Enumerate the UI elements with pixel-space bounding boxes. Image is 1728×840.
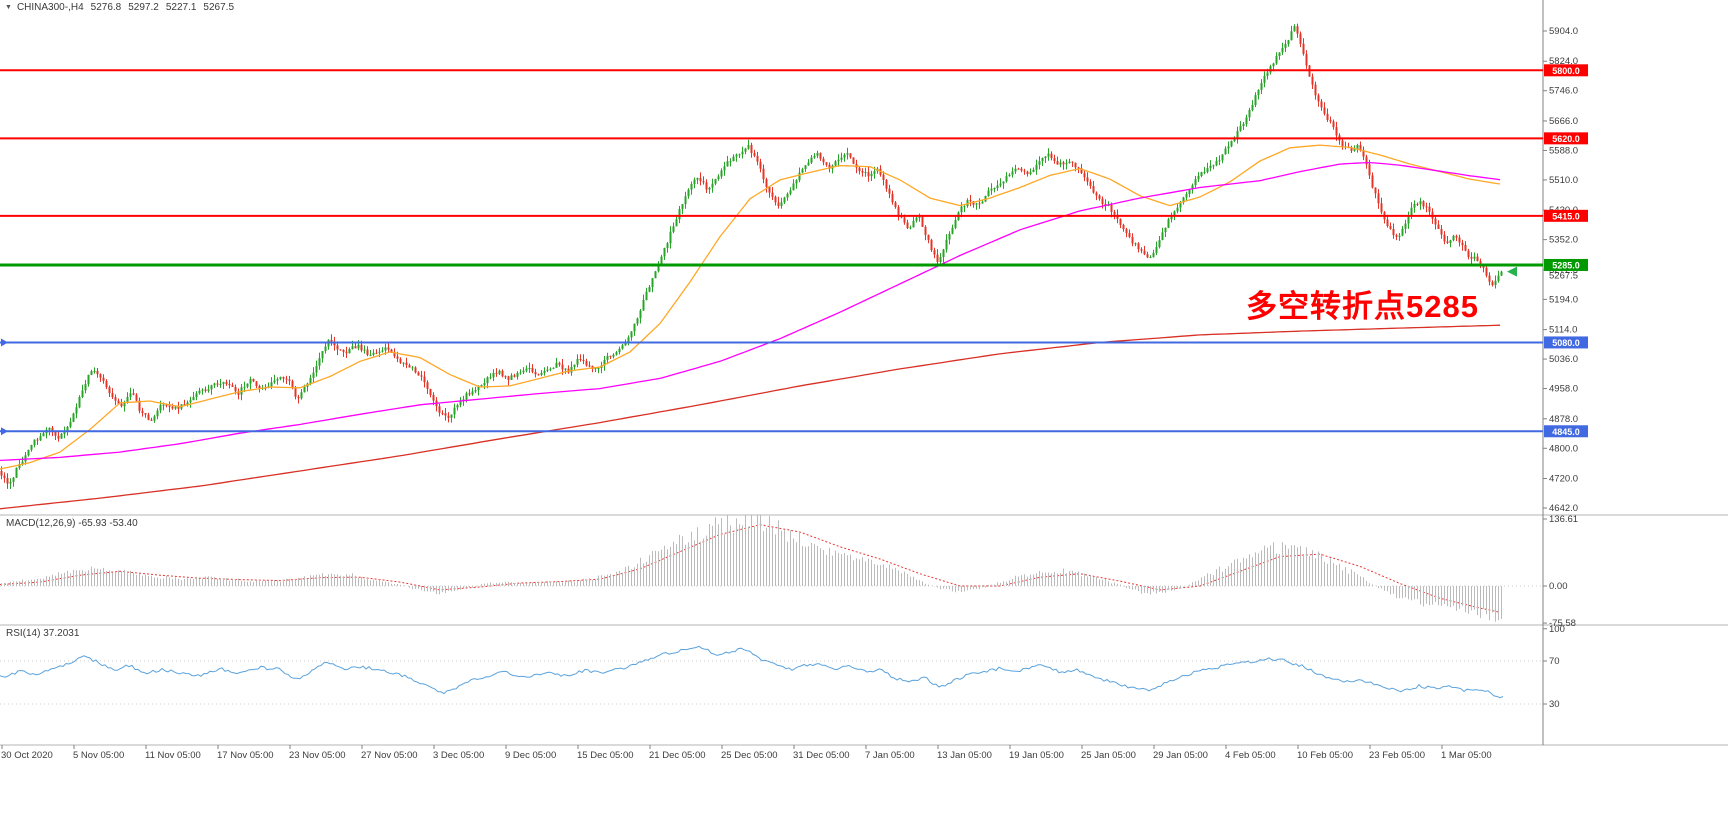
svg-text:5415.0: 5415.0 <box>1552 211 1580 221</box>
svg-text:5620.0: 5620.0 <box>1552 134 1580 144</box>
ohlc-low: 5227.1 <box>165 2 197 13</box>
svg-text:5080.0: 5080.0 <box>1552 338 1580 348</box>
line-handle-icon[interactable] <box>1 427 8 436</box>
svg-text:23 Feb 05:00: 23 Feb 05:00 <box>1369 750 1425 761</box>
svg-text:21 Dec 05:00: 21 Dec 05:00 <box>649 750 706 761</box>
line-handle-icon[interactable] <box>1 338 8 347</box>
svg-text:5285.0: 5285.0 <box>1552 260 1580 270</box>
svg-text:4720.0: 4720.0 <box>1549 474 1578 485</box>
svg-text:11 Nov 05:00: 11 Nov 05:00 <box>145 750 201 761</box>
svg-text:4878.0: 4878.0 <box>1549 414 1578 425</box>
svg-text:4642.0: 4642.0 <box>1549 503 1578 514</box>
last-price-arrow-icon <box>1507 266 1517 277</box>
time-axis: 30 Oct 2020 5 Nov 05:00 11 Nov 05:00 17 Nov… <box>1 745 1492 761</box>
price-line-label: 5080.0 <box>1544 336 1588 349</box>
svg-text:15 Dec 05:00: 15 Dec 05:00 <box>577 750 634 761</box>
svg-text:1 Mar 05:00: 1 Mar 05:00 <box>1441 750 1492 761</box>
price-line-label: 5285.0 <box>1544 258 1588 271</box>
svg-text:17 Nov 05:00: 17 Nov 05:00 <box>217 750 274 761</box>
rsi-line <box>0 645 1504 699</box>
svg-text:5666.0: 5666.0 <box>1549 116 1578 127</box>
svg-text:5824.0: 5824.0 <box>1549 56 1578 67</box>
symbol-marker-icon: ▼ <box>5 4 12 11</box>
svg-text:4800.0: 4800.0 <box>1549 443 1578 454</box>
svg-text:9 Dec 05:00: 9 Dec 05:00 <box>505 750 556 761</box>
svg-text:4845.0: 4845.0 <box>1552 427 1580 437</box>
svg-text:5 Nov 05:00: 5 Nov 05:00 <box>73 750 124 761</box>
ohlc-high: 5297.2 <box>128 2 159 13</box>
svg-text:29 Jan 05:00: 29 Jan 05:00 <box>1153 750 1208 761</box>
macd-indicator-label: MACD(12,26,9) -65.93 -53.40 <box>6 518 138 529</box>
rsi-axis: 100 70 30 <box>1543 624 1565 710</box>
svg-text:19 Jan 05:00: 19 Jan 05:00 <box>1009 750 1064 761</box>
svg-text:4958.0: 4958.0 <box>1549 384 1578 395</box>
macd-axis: 136.61 0.00 -75.58 <box>1543 514 1578 629</box>
last-price-label: 5267.5 <box>1549 271 1578 282</box>
svg-text:5588.0: 5588.0 <box>1549 145 1578 156</box>
svg-text:5904.0: 5904.0 <box>1549 26 1578 37</box>
annotation-text[interactable]: 多空转折点5285 <box>1246 289 1479 324</box>
svg-text:5800.0: 5800.0 <box>1552 66 1580 76</box>
macd-panel <box>0 524 1543 613</box>
svg-text:27 Nov 05:00: 27 Nov 05:00 <box>361 750 418 761</box>
svg-text:3 Dec 05:00: 3 Dec 05:00 <box>433 750 484 761</box>
ohlc-open: 5276.8 <box>90 2 122 13</box>
price-line-label: 4845.0 <box>1544 425 1588 438</box>
svg-text:10 Feb 05:00: 10 Feb 05:00 <box>1297 750 1353 761</box>
svg-text:4 Feb 05:00: 4 Feb 05:00 <box>1225 750 1276 761</box>
svg-text:100: 100 <box>1549 624 1565 635</box>
rsi-indicator-label: RSI(14) 37.2031 <box>6 628 80 639</box>
svg-text:31 Dec 05:00: 31 Dec 05:00 <box>793 750 850 761</box>
svg-text:5510.0: 5510.0 <box>1549 175 1578 186</box>
svg-text:0.00: 0.00 <box>1549 581 1568 592</box>
rsi-panel <box>0 645 1543 705</box>
symbol-name: CHINA300-,H4 <box>16 2 84 13</box>
svg-text:70: 70 <box>1549 656 1560 667</box>
svg-text:7 Jan 05:00: 7 Jan 05:00 <box>865 750 915 761</box>
svg-text:136.61: 136.61 <box>1549 514 1578 525</box>
svg-text:30 Oct 2020: 30 Oct 2020 <box>1 750 53 761</box>
price-line-label: 5800.0 <box>1544 64 1588 77</box>
svg-text:5746.0: 5746.0 <box>1549 86 1578 97</box>
svg-text:25 Jan 05:00: 25 Jan 05:00 <box>1081 750 1136 761</box>
macd-signal-line <box>0 524 1501 613</box>
svg-text:30: 30 <box>1549 699 1560 710</box>
symbol-info: ▼ CHINA300-,H4 5276.8 5297.2 5227.1 5267… <box>5 2 241 13</box>
svg-text:25 Dec 05:00: 25 Dec 05:00 <box>721 750 778 761</box>
candlesticks <box>0 23 1503 489</box>
ma-slow-line <box>0 324 1501 510</box>
macd-histogram <box>1 515 1502 622</box>
ma-fast-line <box>0 144 1501 470</box>
moving-averages <box>0 144 1501 510</box>
ohlc-close: 5267.5 <box>203 2 235 13</box>
svg-text:23 Nov 05:00: 23 Nov 05:00 <box>289 750 346 761</box>
price-line-label: 5620.0 <box>1544 132 1588 145</box>
svg-text:5194.0: 5194.0 <box>1549 294 1578 305</box>
svg-text:13 Jan 05:00: 13 Jan 05:00 <box>937 750 992 761</box>
svg-text:5352.0: 5352.0 <box>1549 235 1578 246</box>
svg-text:5036.0: 5036.0 <box>1549 354 1578 365</box>
svg-text:5114.0: 5114.0 <box>1549 325 1577 336</box>
svg-text:-75.58: -75.58 <box>1549 618 1576 629</box>
price-line-label: 5415.0 <box>1544 209 1588 222</box>
panel-separators <box>0 0 1728 746</box>
